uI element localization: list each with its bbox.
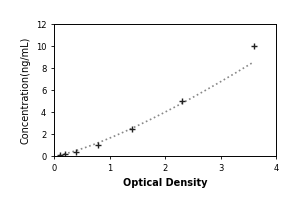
Y-axis label: Concentration(ng/mL): Concentration(ng/mL) (20, 36, 30, 144)
X-axis label: Optical Density: Optical Density (123, 178, 207, 188)
